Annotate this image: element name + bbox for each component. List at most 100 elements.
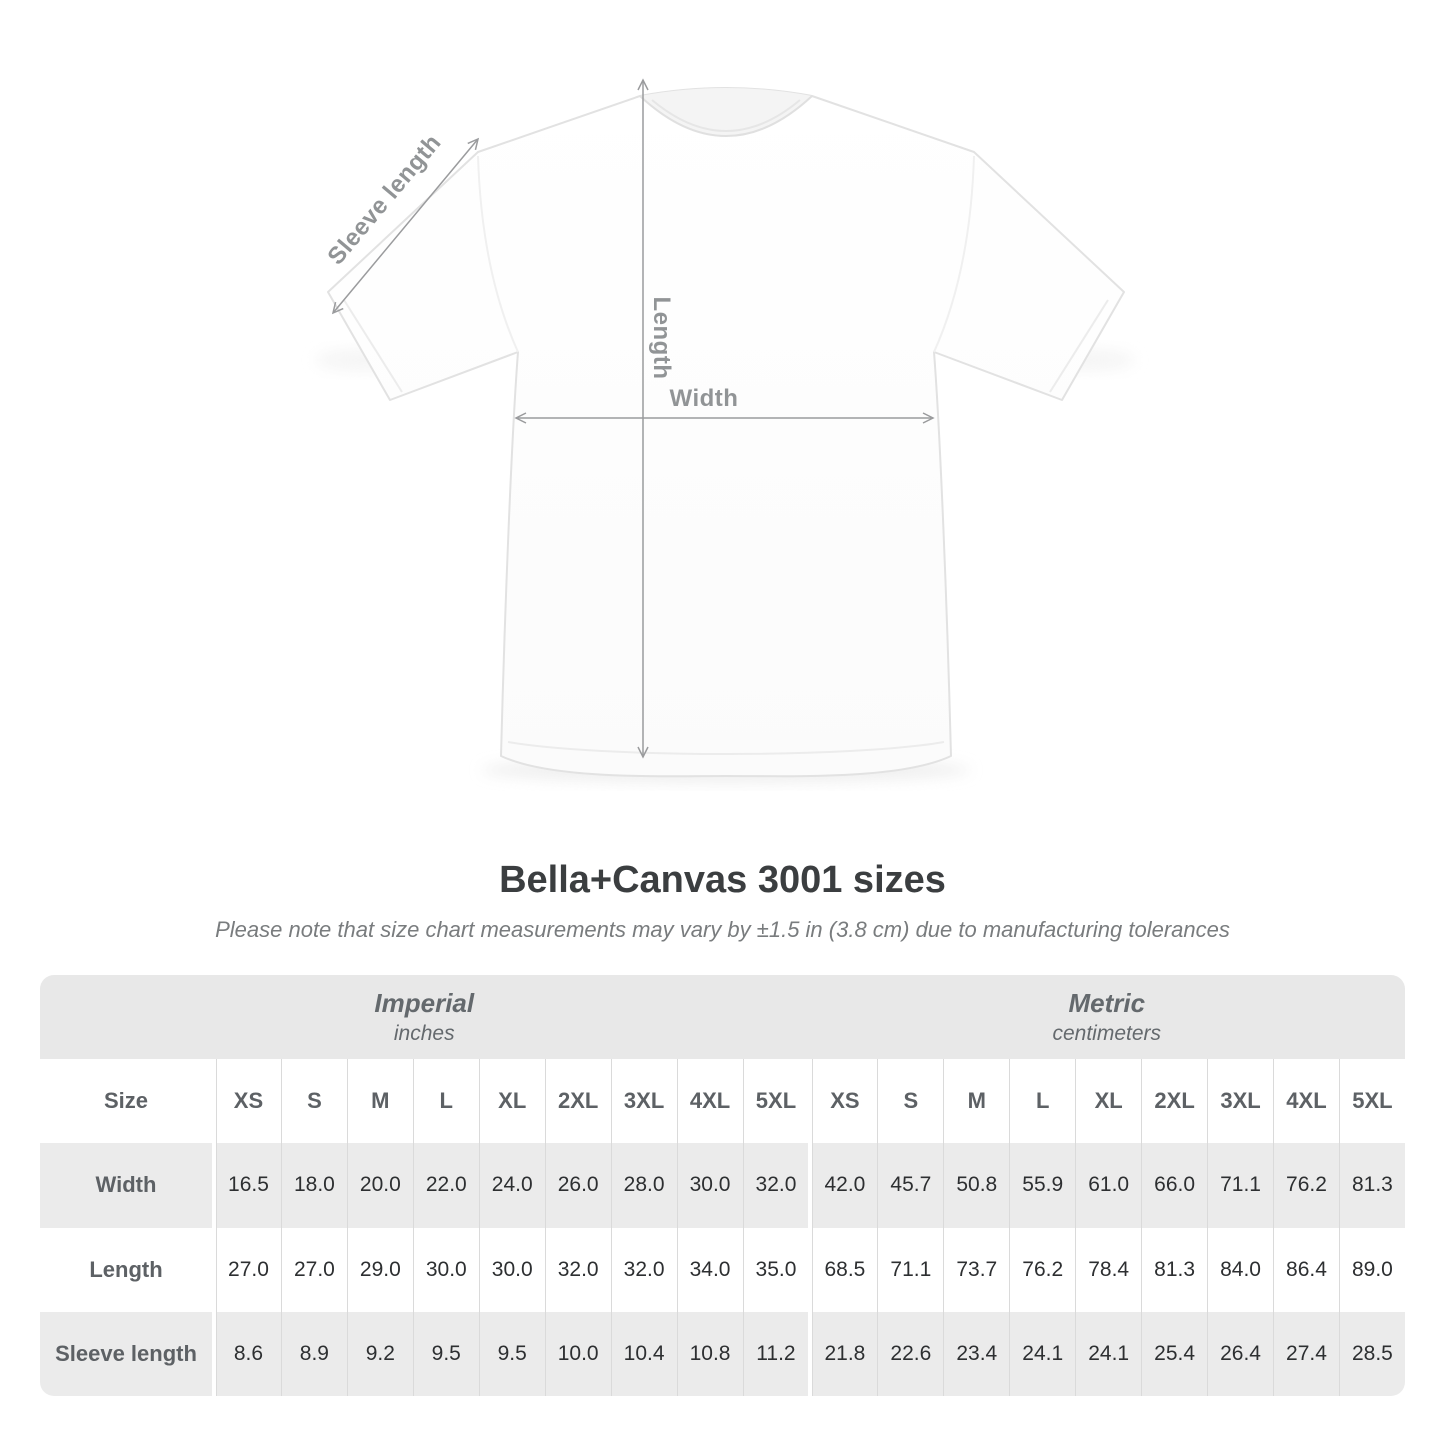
measurement-value: 27.0: [212, 1227, 281, 1312]
left-cuff-stitch: [343, 299, 403, 393]
sleeve-length-arrow: [331, 137, 480, 315]
measurement-value: 30.0: [676, 1143, 743, 1228]
measurement-value: 84.0: [1207, 1227, 1273, 1312]
hem-stitch: [507, 741, 945, 755]
size-col-header: L: [1009, 1059, 1075, 1144]
measurement-value: 32.0: [544, 1227, 611, 1312]
length-row: Length 27.0 27.0 29.0 30.0 30.0 32.0 32.0 34.0 3…: [40, 1227, 1405, 1312]
measurement-value: 50.8: [943, 1143, 1009, 1228]
measurement-value: 8.6: [212, 1311, 281, 1396]
measurement-value: 28.0: [610, 1143, 677, 1228]
measurement-value: 78.4: [1075, 1227, 1141, 1312]
measurement-value: 10.0: [544, 1311, 611, 1396]
imperial-section-header: Imperial inches: [40, 975, 809, 1059]
collar-outer: [639, 95, 813, 137]
measurement-value: 76.2: [1273, 1143, 1339, 1228]
measurement-value: 86.4: [1273, 1227, 1339, 1312]
measurement-value: 8.9: [280, 1311, 347, 1396]
measurement-value: 35.0: [742, 1227, 809, 1312]
measurement-value: 68.5: [808, 1227, 877, 1312]
measurement-value: 30.0: [412, 1227, 479, 1312]
right-sleeve-seam: [933, 155, 975, 353]
measurement-value: 61.0: [1075, 1143, 1141, 1228]
measurement-value: 24.1: [1075, 1311, 1141, 1396]
measurement-value: 9.5: [478, 1311, 545, 1396]
sleeve-length-row: Sleeve length 8.6 8.9 9.2 9.5 9.5 10.0 10.4 10.…: [40, 1311, 1405, 1396]
size-column-header: Size: [103, 1088, 149, 1114]
size-header-row: Size XS S M L XL 2XL 3XL 4XL 5XL XS S M L XL 2XL 3XL 4XL…: [40, 1059, 1405, 1144]
measurement-value: 32.0: [742, 1143, 809, 1228]
row-label-length: Length: [89, 1256, 163, 1282]
size-col-header: 3XL: [1207, 1059, 1273, 1144]
neck-opening: [640, 88, 812, 136]
size-col-header: 4XL: [1273, 1059, 1339, 1144]
measurement-value: 9.2: [346, 1311, 413, 1396]
size-col-header: 3XL: [610, 1059, 677, 1144]
size-col-header: M: [943, 1059, 1009, 1144]
row-label-sleeve-length: Sleeve length: [55, 1340, 197, 1366]
measurement-value: 10.8: [676, 1311, 743, 1396]
measurement-value: 30.0: [478, 1227, 545, 1312]
measurement-value: 27.4: [1273, 1311, 1339, 1396]
measurement-value: 26.4: [1207, 1311, 1273, 1396]
measurement-value: 29.0: [346, 1227, 413, 1312]
metric-unit-label: centimeters: [1052, 1022, 1162, 1045]
measurement-value: 55.9: [1009, 1143, 1075, 1228]
measurement-value: 23.4: [943, 1311, 1009, 1396]
size-col-header: S: [877, 1059, 943, 1144]
collar-inner: [651, 99, 801, 132]
tshirt-measurement-diagram: Sleeve length Length Width: [315, 78, 1135, 783]
measurement-value: 28.5: [1338, 1311, 1405, 1396]
measurement-value: 21.8: [808, 1311, 877, 1396]
measurement-value: 42.0: [808, 1143, 877, 1228]
measurement-value: 89.0: [1338, 1227, 1405, 1312]
size-col-header: 2XL: [1141, 1059, 1207, 1144]
measurement-value: 76.2: [1009, 1227, 1075, 1312]
imperial-unit-label: inches: [393, 1022, 455, 1045]
measurement-value: 66.0: [1141, 1143, 1207, 1228]
measurement-value: 22.0: [412, 1143, 479, 1228]
size-col-header: S: [280, 1059, 347, 1144]
measurement-value: 26.0: [544, 1143, 611, 1228]
measurement-value: 10.4: [610, 1311, 677, 1396]
measurement-value: 81.3: [1141, 1227, 1207, 1312]
measurement-value: 71.1: [877, 1227, 943, 1312]
tshirt-graphic: [315, 78, 1135, 783]
size-col-header: XL: [1075, 1059, 1141, 1144]
measurement-value: 16.5: [212, 1143, 281, 1228]
page-title: Bella+Canvas 3001 sizes: [499, 859, 946, 901]
measurement-value: 9.5: [412, 1311, 479, 1396]
measurement-value: 34.0: [676, 1227, 743, 1312]
unit-header-row: Imperial inches Metric centimeters: [40, 975, 1405, 1059]
measurement-value: 20.0: [346, 1143, 413, 1228]
measurement-value: 71.1: [1207, 1143, 1273, 1228]
left-sleeve-seam: [477, 155, 519, 353]
width-label: Width: [669, 385, 739, 412]
size-chart-table: Imperial inches Metric centimeters Size …: [40, 975, 1405, 1396]
measurement-value: 32.0: [610, 1227, 677, 1312]
measurement-value: 81.3: [1338, 1143, 1405, 1228]
size-col-header: 4XL: [676, 1059, 743, 1144]
size-col-header: 2XL: [544, 1059, 611, 1144]
right-cuff-stitch: [1049, 299, 1109, 393]
measurement-value: 22.6: [877, 1311, 943, 1396]
metric-label: Metric: [1068, 988, 1146, 1018]
length-label: Length: [648, 296, 675, 380]
measurement-value: 24.0: [478, 1143, 545, 1228]
size-col-header: M: [346, 1059, 413, 1144]
measurement-value: 18.0: [280, 1143, 347, 1228]
row-label-width: Width: [95, 1172, 157, 1198]
measurement-value: 73.7: [943, 1227, 1009, 1312]
size-col-header: XL: [478, 1059, 545, 1144]
imperial-label: Imperial: [374, 988, 475, 1018]
measurement-value: 11.2: [742, 1311, 809, 1396]
measurement-value: 27.0: [280, 1227, 347, 1312]
size-col-header: L: [412, 1059, 479, 1144]
size-col-header: XS: [212, 1059, 281, 1144]
measurement-value: 25.4: [1141, 1311, 1207, 1396]
size-col-header: 5XL: [1338, 1059, 1405, 1144]
width-row: Width 16.5 18.0 20.0 22.0 24.0 26.0 28.0 30.0 32…: [40, 1143, 1405, 1228]
size-col-header: XS: [808, 1059, 877, 1144]
tshirt-outline: [327, 87, 1125, 778]
